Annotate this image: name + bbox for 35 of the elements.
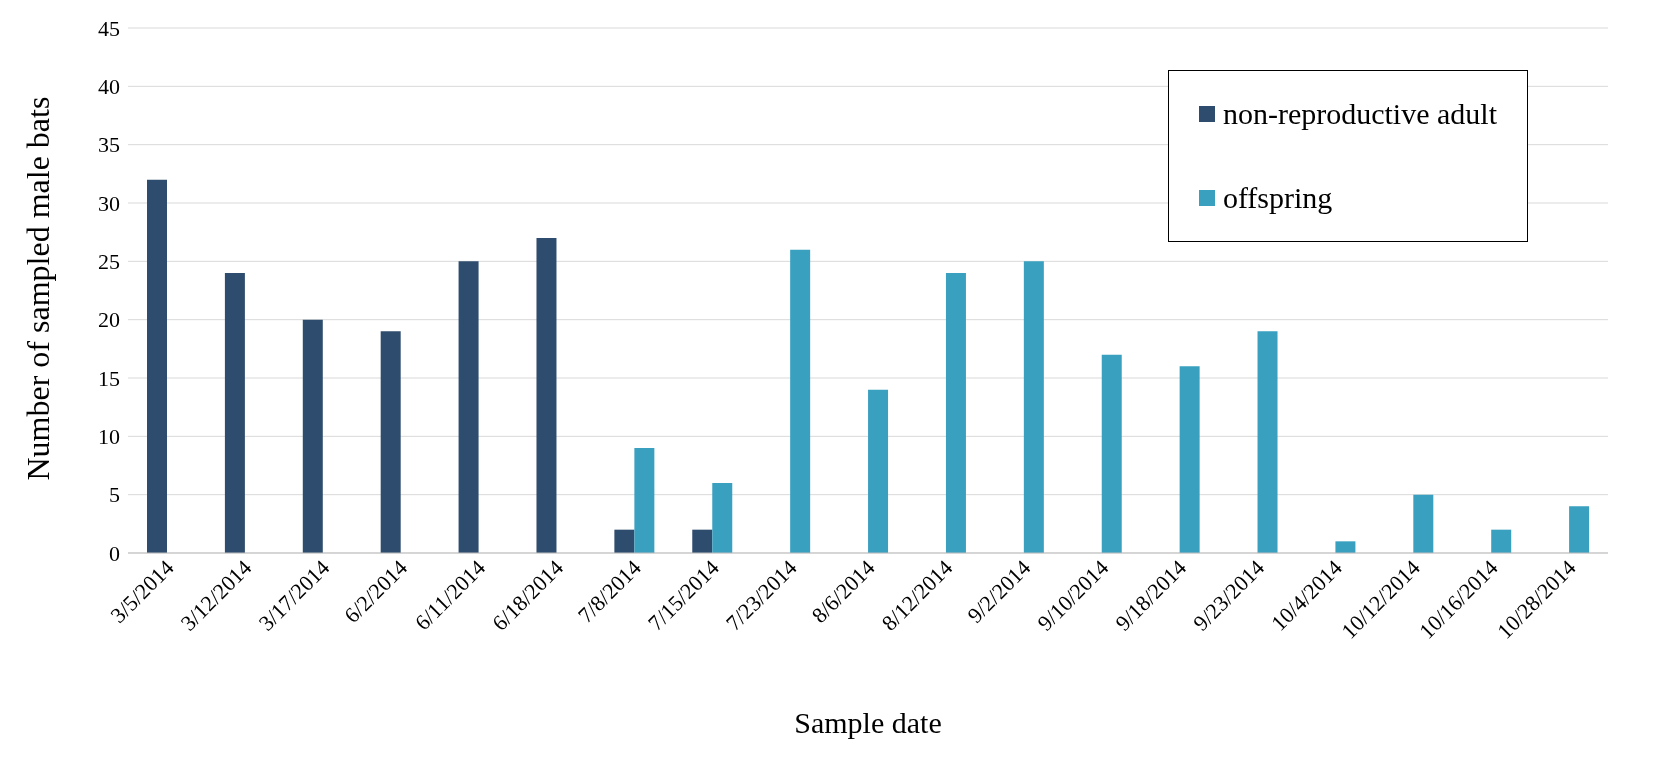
y-axis-title: Number of sampled male bats xyxy=(20,96,57,481)
bar xyxy=(868,389,889,553)
y-tick-label: 0 xyxy=(109,540,120,566)
x-axis-title: Sample date xyxy=(794,706,942,739)
bar xyxy=(224,273,245,553)
bar xyxy=(1335,541,1356,553)
y-tick-label: 45 xyxy=(98,15,120,41)
bar xyxy=(712,483,733,553)
y-tick-label: 20 xyxy=(98,307,120,333)
bar xyxy=(1179,366,1200,553)
bar xyxy=(614,529,635,553)
bar xyxy=(536,238,557,553)
bar xyxy=(1569,506,1590,553)
y-tick-label: 5 xyxy=(109,482,120,508)
y-tick-label: 25 xyxy=(98,249,120,275)
bar xyxy=(692,529,713,553)
bar xyxy=(380,331,401,553)
bar xyxy=(1101,354,1122,553)
y-tick-label: 10 xyxy=(98,424,120,450)
bar xyxy=(945,273,966,553)
bar xyxy=(634,448,655,553)
bar xyxy=(1413,494,1434,553)
bar xyxy=(458,261,479,553)
bar xyxy=(1491,529,1512,553)
bar xyxy=(790,249,811,553)
y-tick-label: 15 xyxy=(98,365,120,391)
y-tick-label: 30 xyxy=(98,190,120,216)
legend-label: non-reproductive adult xyxy=(1222,97,1497,131)
legend-label: offspring xyxy=(1222,181,1333,215)
bar xyxy=(1023,261,1044,553)
bar xyxy=(1257,331,1278,553)
y-tick-label: 40 xyxy=(98,74,120,100)
bar xyxy=(147,179,167,553)
y-tick-label: 35 xyxy=(98,132,120,158)
bar xyxy=(302,319,323,553)
